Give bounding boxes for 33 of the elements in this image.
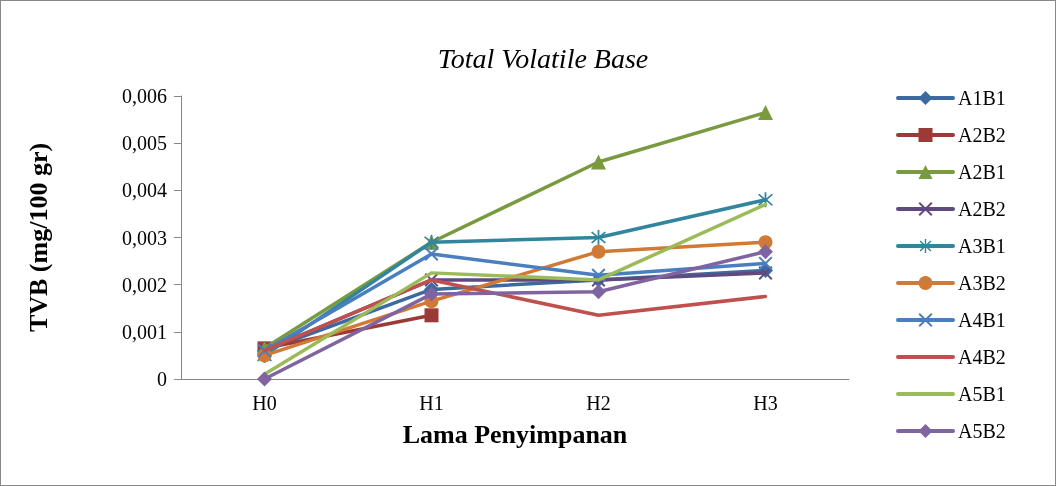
legend-label: A2B2 [958, 198, 1006, 220]
x-tick-label: H2 [586, 392, 611, 414]
y-tick-label: 0,003 [122, 226, 167, 249]
legend-label: A1B1 [958, 87, 1006, 109]
point [424, 308, 439, 323]
x-tick-label: H1 [419, 392, 444, 414]
legend-label: A2B1 [958, 161, 1006, 183]
point [591, 154, 606, 170]
y-axis-title: TVB (mg/100 gr) [23, 142, 53, 333]
legend-label: A3B1 [958, 235, 1006, 257]
chart-title: Total Volatile Base [437, 42, 649, 74]
point [758, 105, 773, 121]
point [758, 256, 773, 271]
legend-label: A2B2 [958, 124, 1006, 146]
x-axis-title: Lama Penyimpanan [402, 419, 628, 449]
y-tick-label: 0,002 [122, 273, 167, 296]
point [424, 286, 439, 302]
legend-label: A5B2 [958, 420, 1006, 442]
x-tick-label: H3 [753, 392, 778, 414]
legend-label: A3B2 [958, 272, 1006, 294]
legend-label: A5B1 [958, 383, 1006, 405]
y-tick-label: 0,004 [122, 179, 167, 202]
y-tick-label: 0 [157, 368, 167, 390]
y-tick-label: 0,001 [122, 320, 167, 343]
point [591, 284, 606, 300]
point [257, 371, 272, 387]
y-tick-label: 0,005 [122, 132, 167, 155]
x-tick-label: H0 [252, 392, 277, 414]
legend-label: A4B1 [958, 309, 1006, 331]
y-tick-label: 0,006 [122, 85, 167, 107]
point [758, 244, 773, 260]
point [591, 244, 606, 259]
legend-label: A4B2 [958, 346, 1006, 368]
